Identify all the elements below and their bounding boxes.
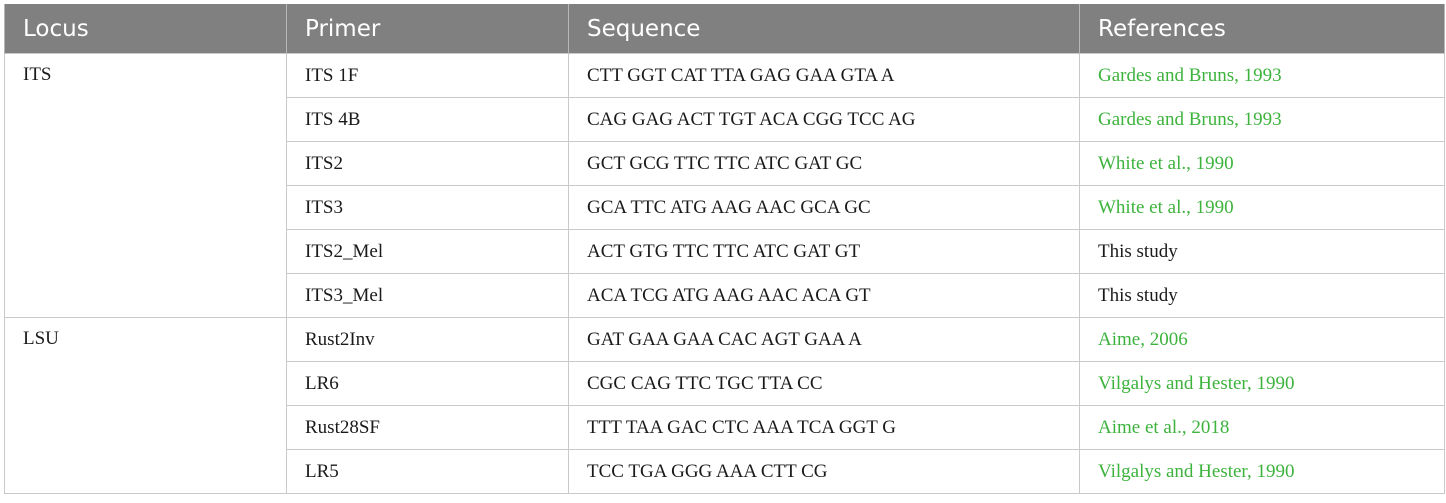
- primer-cell: Rust28SF: [286, 405, 569, 450]
- primer-cell: Rust2Inv: [286, 317, 569, 362]
- table-row: ITS 4B CAG GAG ACT TGT ACA CGG TCC AG Ga…: [5, 97, 1445, 142]
- primer-cell: LR5: [286, 449, 569, 494]
- primer-cell: ITS 1F: [286, 53, 569, 98]
- table-header: Locus Primer Sequence References: [4, 4, 1445, 54]
- reference-text: This study: [1098, 240, 1178, 262]
- reference-link[interactable]: Gardes and Bruns, 1993: [1098, 108, 1282, 130]
- reference-link[interactable]: White et al., 1990: [1098, 196, 1234, 218]
- reference-link[interactable]: Aime, 2006: [1098, 328, 1188, 350]
- reference-cell: White et al., 1990: [1079, 141, 1445, 186]
- sequence-cell: CGC CAG TTC TGC TTA CC: [568, 361, 1080, 406]
- reference-link[interactable]: Vilgalys and Hester, 1990: [1098, 372, 1295, 394]
- table-row: ITS3_Mel ACA TCG ATG AAG AAC ACA GT This…: [5, 273, 1445, 318]
- reference-cell: Aime et al., 2018: [1079, 405, 1445, 450]
- table-body: ITS ITS 1F CTT GGT CAT TTA GAG GAA GTA A…: [4, 53, 1445, 494]
- locus-cell-its: ITS: [4, 53, 287, 318]
- table-row: ITS3 GCA TTC ATG AAG AAC GCA GC White et…: [5, 185, 1445, 230]
- reference-link[interactable]: Gardes and Bruns, 1993: [1098, 64, 1282, 86]
- reference-link[interactable]: White et al., 1990: [1098, 152, 1234, 174]
- sequence-cell: GCA TTC ATG AAG AAC GCA GC: [568, 185, 1080, 230]
- reference-link[interactable]: Aime et al., 2018: [1098, 416, 1230, 438]
- primer-cell: LR6: [286, 361, 569, 406]
- header-locus: Locus: [4, 4, 287, 54]
- sequence-cell: CTT GGT CAT TTA GAG GAA GTA A: [568, 53, 1080, 98]
- primer-cell: ITS2_Mel: [286, 229, 569, 274]
- primer-cell: ITS3_Mel: [286, 273, 569, 318]
- reference-cell: This study: [1079, 229, 1445, 274]
- sequence-cell: GCT GCG TTC TTC ATC GAT GC: [568, 141, 1080, 186]
- reference-text: This study: [1098, 284, 1178, 306]
- reference-cell: Vilgalys and Hester, 1990: [1079, 449, 1445, 494]
- table-row: Rust28SF TTT TAA GAC CTC AAA TCA GGT G A…: [5, 405, 1445, 450]
- header-row: Locus Primer Sequence References: [4, 4, 1445, 54]
- sequence-cell: TTT TAA GAC CTC AAA TCA GGT G: [568, 405, 1080, 450]
- table-row: LR6 CGC CAG TTC TGC TTA CC Vilgalys and …: [5, 361, 1445, 406]
- primer-table: Locus Primer Sequence References ITS ITS…: [4, 4, 1445, 494]
- primer-cell: ITS2: [286, 141, 569, 186]
- table-row: LR5 TCC TGA GGG AAA CTT CG Vilgalys and …: [5, 449, 1445, 494]
- table-row: ITS ITS 1F CTT GGT CAT TTA GAG GAA GTA A…: [4, 53, 1445, 318]
- reference-link[interactable]: Vilgalys and Hester, 1990: [1098, 460, 1295, 482]
- table-row: LSU Rust2Inv GAT GAA GAA CAC AGT GAA A A…: [4, 317, 1445, 494]
- reference-cell: Aime, 2006: [1079, 317, 1445, 362]
- table-row: ITS2_Mel ACT GTG TTC TTC ATC GAT GT This…: [5, 229, 1445, 274]
- locus-cell-lsu: LSU: [4, 317, 287, 494]
- primer-cell: ITS 4B: [286, 97, 569, 142]
- reference-cell: Gardes and Bruns, 1993: [1079, 97, 1445, 142]
- sequence-cell: ACT GTG TTC TTC ATC GAT GT: [568, 229, 1080, 274]
- reference-cell: White et al., 1990: [1079, 185, 1445, 230]
- reference-cell: Gardes and Bruns, 1993: [1079, 53, 1445, 98]
- reference-cell: Vilgalys and Hester, 1990: [1079, 361, 1445, 406]
- primer-cell: ITS3: [286, 185, 569, 230]
- sequence-cell: CAG GAG ACT TGT ACA CGG TCC AG: [568, 97, 1080, 142]
- sequence-cell: GAT GAA GAA CAC AGT GAA A: [568, 317, 1080, 362]
- table-row: ITS2 GCT GCG TTC TTC ATC GAT GC White et…: [5, 141, 1445, 186]
- sequence-cell: TCC TGA GGG AAA CTT CG: [568, 449, 1080, 494]
- primer-table-container: Locus Primer Sequence References ITS ITS…: [4, 4, 1445, 494]
- header-primer: Primer: [286, 4, 569, 54]
- sequence-cell: ACA TCG ATG AAG AAC ACA GT: [568, 273, 1080, 318]
- header-sequence: Sequence: [568, 4, 1080, 54]
- header-references: References: [1079, 4, 1445, 54]
- reference-cell: This study: [1079, 273, 1445, 318]
